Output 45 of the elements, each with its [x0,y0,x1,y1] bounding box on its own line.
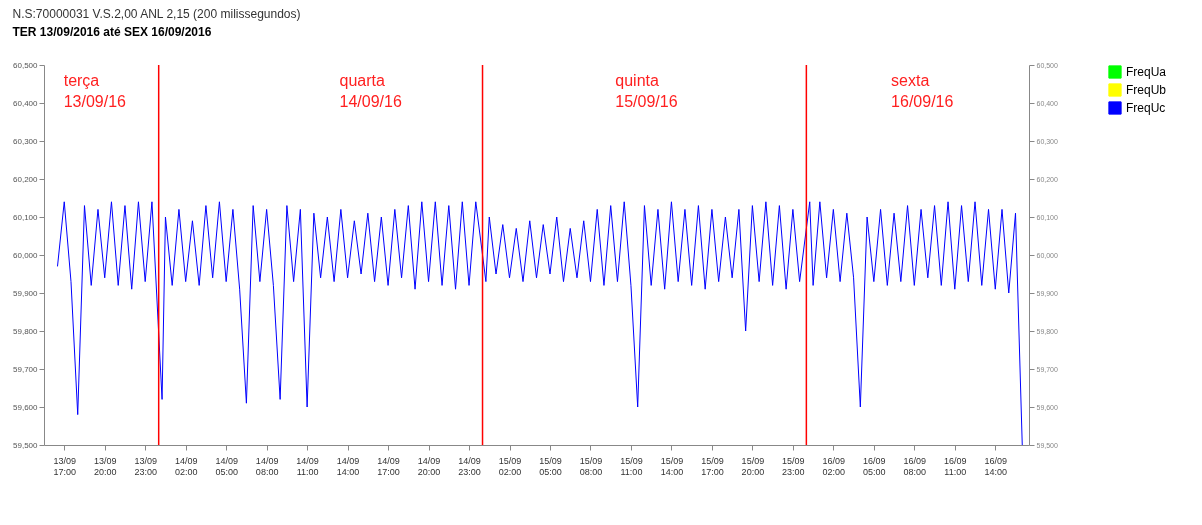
legend-label: FreqUc [1126,101,1166,115]
y-tick-label: 59,700 [13,364,39,374]
x-tick-label: 14/09 11:00 [296,455,319,477]
x-tick-label: 15/09 20:00 [741,455,765,477]
chart-subtitle: TER 13/09/2016 até SEX 16/09/2016 [12,25,212,39]
chart-title: N.S:70000031 V.S.2,00 ANL 2,15 (200 milissegundos) [12,7,301,21]
legend-label: FreqUb [1126,83,1167,97]
y-tick-label: 60,200 [13,174,39,184]
x-tick-label: 14/09 20:00 [417,455,441,477]
x-tick-label: 13/09 20:00 [93,455,117,477]
x-tick-label: 15/09 23:00 [782,455,805,477]
x-tick-label: 15/09 17:00 [701,455,724,477]
y-tick-label: 59,800 [13,326,39,336]
x-tick-label: 16/09 08:00 [903,455,927,477]
legend-label: FreqUa [1126,65,1167,79]
x-tick-label: 14/09 08:00 [255,455,279,477]
x-tick-label: 14/09 02:00 [174,455,198,477]
x-tick-label: 16/09 14:00 [984,455,1008,477]
x-tick-label: 15/09 11:00 [620,455,643,477]
y-tick-label: 60,400 [13,98,39,108]
line-series [56,201,1023,446]
x-tick-label: 15/09 05:00 [539,455,562,477]
y-tick-label: 60,300 [13,136,39,146]
annotation: quinta 15/09/16 [615,72,678,110]
x-tick-label: 14/09 17:00 [377,455,400,477]
x-tick-label: 15/09 02:00 [498,455,522,477]
x-tick-label: 15/09 14:00 [660,455,684,477]
annotation: sexta 16/09/16 [891,72,954,110]
x-tick-label: 16/09 05:00 [863,455,886,477]
x-tick-label: 14/09 14:00 [336,455,360,477]
annotation: quarta 14/09/16 [339,72,402,110]
x-tick-label: 14/09 05:00 [215,455,238,477]
y-tick-label: 60,000 [13,250,39,260]
annotation: terça 13/09/16 [63,72,127,110]
x-tick-label: 16/09 11:00 [944,455,967,477]
x-tick-label: 13/09 23:00 [134,455,157,477]
y-tick-label: 59,900 [13,288,39,298]
y-tick-label: 60,100 [13,212,39,222]
y-tick-label: 60,500 [13,60,39,70]
x-tick-label: 15/09 08:00 [579,455,603,477]
x-tick-label: 16/09 02:00 [822,455,846,477]
y-tick-label: 59,600 [13,402,39,412]
x-tick-label: 14/09 23:00 [458,455,481,477]
y-tick-label: 59,500 [13,440,39,450]
x-tick-label: 13/09 17:00 [53,455,77,477]
